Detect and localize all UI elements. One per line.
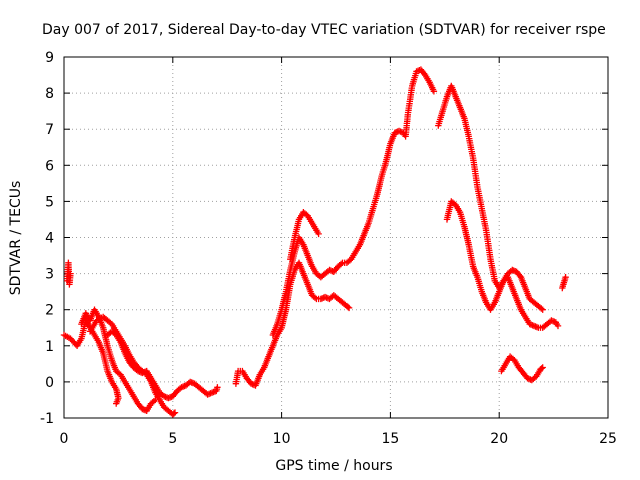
series-12 xyxy=(559,274,569,292)
data-point xyxy=(214,384,221,391)
series-6 xyxy=(232,259,353,389)
axis-ticks xyxy=(63,56,609,419)
data-point xyxy=(430,88,438,95)
data-point xyxy=(554,322,562,330)
data-point xyxy=(562,274,569,281)
series-7 xyxy=(269,66,438,339)
data-point xyxy=(344,303,352,311)
y-tick-label: 2 xyxy=(45,303,54,319)
y-tick-label: 5 xyxy=(45,194,54,210)
series-11 xyxy=(498,353,546,384)
x-tick-label: 5 xyxy=(168,431,177,447)
data-point xyxy=(113,400,120,407)
series-8 xyxy=(287,209,322,263)
y-tick-label: 7 xyxy=(45,122,54,138)
y-tick-label: 1 xyxy=(45,339,54,355)
y-tick-label: 9 xyxy=(45,50,54,66)
data-point xyxy=(539,306,546,313)
y-tick-label: 4 xyxy=(45,231,54,247)
y-axis-label: SDTVAR / TECUs xyxy=(8,181,24,296)
y-tick-labels: -1 0 1 2 3 4 5 6 7 8 9 xyxy=(40,50,54,427)
series-3 xyxy=(78,306,159,414)
series-1 xyxy=(60,317,122,407)
y-tick-label: -1 xyxy=(40,411,54,427)
x-tick-labels: 0 5 10 15 20 25 xyxy=(60,431,617,447)
x-tick-label: 0 xyxy=(60,431,69,447)
x-tick-label: 15 xyxy=(381,431,399,447)
x-tick-label: 10 xyxy=(273,431,291,447)
data-point xyxy=(170,410,178,417)
data-point xyxy=(538,365,545,372)
grid xyxy=(64,57,608,418)
data-point xyxy=(345,304,353,312)
data-point xyxy=(538,305,545,312)
series-5 xyxy=(104,328,221,402)
chart-title: Day 007 of 2017, Sidereal Day-to-day VTE… xyxy=(42,22,606,38)
x-tick-label: 25 xyxy=(599,431,617,447)
x-axis-label: GPS time / hours xyxy=(275,458,392,474)
x-tick-label: 20 xyxy=(490,431,508,447)
data-point xyxy=(67,270,74,277)
y-tick-label: 0 xyxy=(45,375,54,391)
data-points xyxy=(60,66,569,418)
data-point xyxy=(539,364,546,371)
y-tick-label: 8 xyxy=(45,86,54,102)
y-tick-label: 6 xyxy=(45,158,54,174)
y-tick-label: 3 xyxy=(45,267,54,283)
series-2 xyxy=(64,259,74,288)
data-point xyxy=(337,260,345,268)
series-9 xyxy=(435,82,546,313)
series-10 xyxy=(443,198,562,331)
data-point xyxy=(171,409,179,416)
data-point xyxy=(311,294,319,301)
data-point xyxy=(315,230,322,238)
